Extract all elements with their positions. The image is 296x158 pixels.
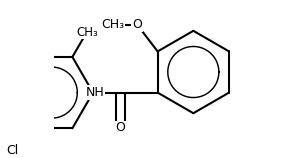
Text: NH: NH [86, 86, 104, 99]
Text: Cl: Cl [7, 144, 19, 158]
Text: O: O [116, 121, 126, 134]
Text: CH₃: CH₃ [76, 26, 98, 39]
Text: CH₃: CH₃ [102, 18, 125, 31]
Text: O: O [132, 18, 142, 31]
